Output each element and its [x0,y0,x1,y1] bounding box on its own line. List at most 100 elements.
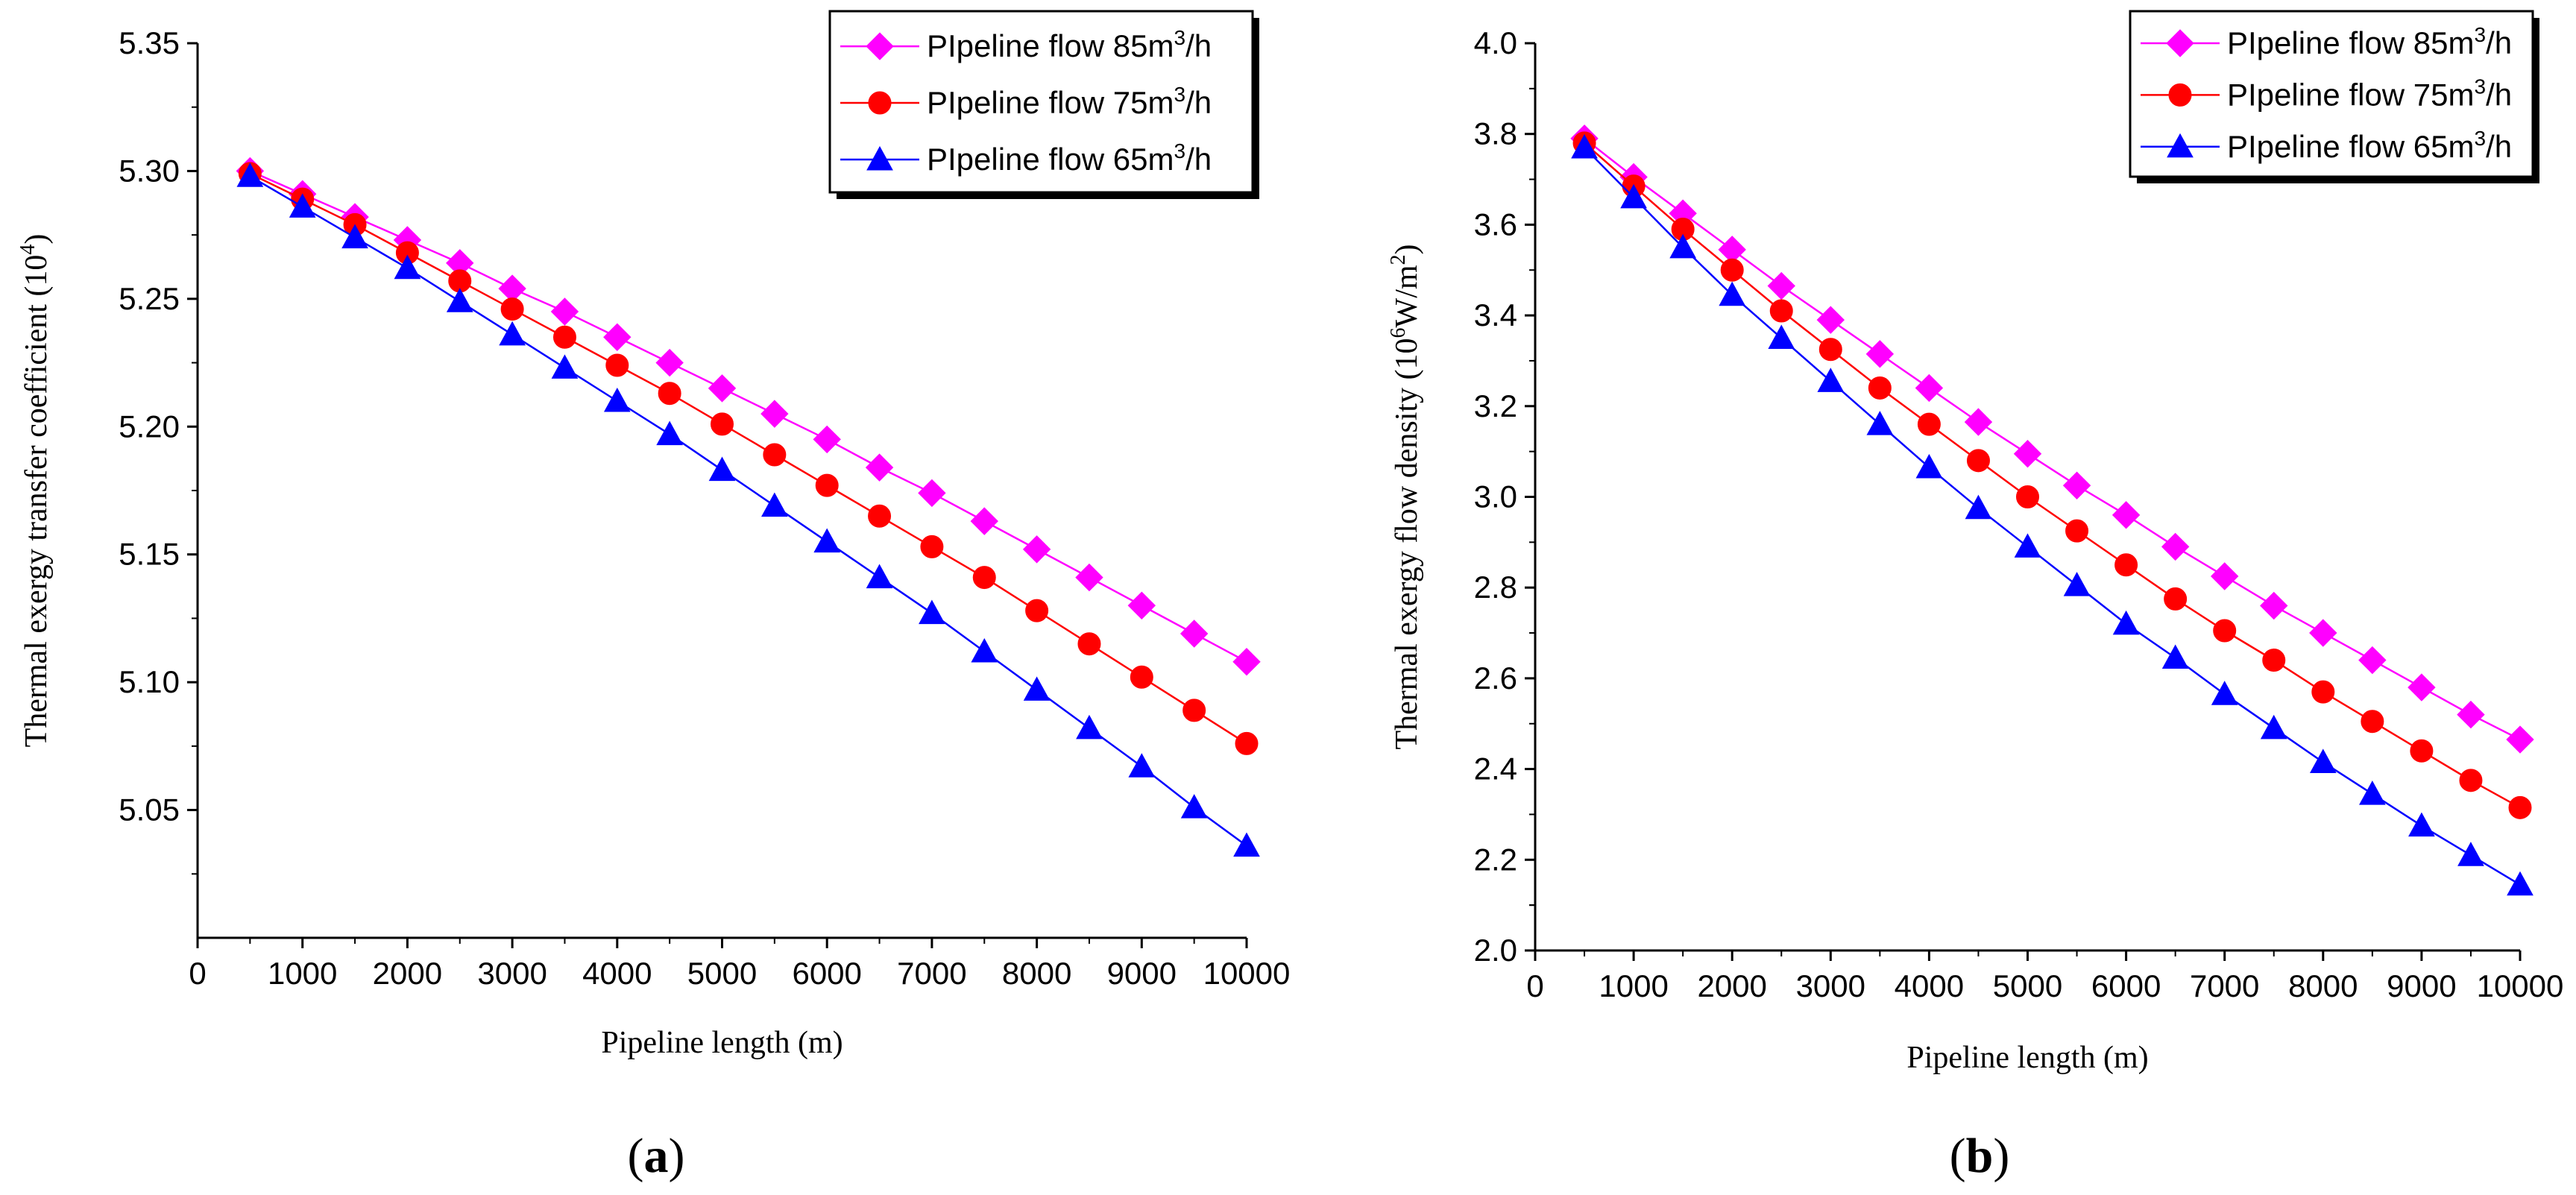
x-tick-label: 3000 [477,956,547,991]
data-point [2361,710,2384,734]
data-point [2016,485,2039,508]
data-point [2161,532,2190,561]
y-tick-label: 5.15 [119,537,180,572]
series-circle [1572,131,2532,819]
data-point [972,566,996,590]
data-point [1866,411,1894,435]
data-point [761,492,788,517]
data-point [1964,408,1993,436]
series-line [1584,147,2521,886]
y-tick-label: 2.6 [1474,660,1517,696]
data-point [2211,681,2238,705]
data-point [708,456,736,482]
data-point [1075,563,1103,592]
legend-entry: PIpeline flow 85m3/h [2227,23,2512,60]
x-tick-label: 1000 [268,956,337,991]
data-point [2359,781,2386,805]
y-tick-label: 3.2 [1474,388,1517,423]
data-point [605,353,629,377]
data-point [1966,449,1990,473]
data-point [813,528,841,553]
x-tick-label: 8000 [1002,956,1071,991]
data-point [763,443,787,467]
y-tick-label: 2.2 [1474,842,1517,877]
data-point [2260,591,2288,620]
data-point [1022,535,1051,564]
data-point [1077,632,1101,656]
data-point [658,382,681,406]
data-point [1768,324,1795,350]
panel-label: (a) [628,1129,685,1183]
legend-entry: PIpeline flow 65m3/h [927,139,1212,177]
data-point [1180,619,1209,648]
data-point [1769,299,1793,323]
legend-box [828,10,1254,194]
y-tick-label: 5.30 [119,153,180,188]
panel-letter: b [1966,1129,1994,1183]
data-point [1816,306,1845,334]
data-point [1965,494,1992,520]
x-tick-label: 0 [1526,968,1543,1003]
data-point [2063,572,2091,596]
x-tick-label: 1000 [1599,968,1668,1003]
series-line [1584,137,2521,741]
data-point [2213,619,2237,643]
data-point [1719,281,1746,306]
chart-panel-b: 0 1000 2000 3000 4000 5000 6000 7000 8000 9000 100… [1387,10,2563,1183]
y-tick-label: 2.0 [1474,933,1517,968]
data-point [2459,769,2483,792]
y-tick-label: 3.0 [1474,479,1517,514]
data-point [2507,871,2534,896]
data-point [919,599,945,625]
y-tick-label: 5.10 [119,664,180,699]
y-tick-label: 5.20 [119,409,180,444]
data-point [2013,439,2042,468]
panel-letter: a [644,1129,669,1183]
legend: PIpeline flow 85m3/h PIpeline flow 75m3/h… [2129,10,2539,183]
data-point [760,400,789,428]
data-point [2260,714,2287,740]
y-axis-title: Thermal exergy transfer coefficient (104… [16,234,54,748]
data-point [1023,676,1051,701]
data-point [2407,673,2436,701]
data-point [394,254,421,280]
y-axis-title: Thermal exergy flow density (106W/m2) [1387,244,1424,749]
data-point [1917,412,1941,436]
data-point [552,325,576,349]
x-tick-label: 0 [189,956,206,991]
data-point [865,453,894,482]
x-tick-label: 5000 [1993,968,2062,1003]
data-point [2062,471,2091,499]
legend-box [2129,10,2534,178]
data-point [2114,553,2138,577]
data-point [1127,591,1156,619]
x-tick-label: 9000 [1107,956,1177,991]
data-point [711,412,734,436]
data-point [971,637,998,663]
data-point [2164,587,2188,611]
x-tick-label: 6000 [2091,968,2161,1003]
x-tick-label: 6000 [792,956,861,991]
data-point [236,163,264,187]
x-tick-label: 4000 [1895,968,1964,1003]
x-tick-label: 5000 [687,956,757,991]
data-point [551,354,579,379]
data-point [656,420,683,446]
x-tick-label: 2000 [373,956,442,991]
data-point [815,473,839,497]
legend-entry: PIpeline flow 75m3/h [2227,75,2512,112]
data-point [866,564,893,589]
x-tick-label: 7000 [897,956,966,991]
data-point [970,507,998,535]
data-point [499,321,526,346]
data-point [2410,739,2434,763]
series-triangle [1571,133,2534,896]
data-point [1233,832,1260,857]
data-point [446,288,473,312]
data-point [920,535,944,558]
chart-panel-a: 0 1000 2000 3000 4000 5000 6000 7000 8000 9000 100… [16,10,1290,1183]
legend-swatch-marker [2167,133,2194,158]
x-tick-label: 2000 [1697,968,1766,1003]
data-point [1076,714,1103,740]
